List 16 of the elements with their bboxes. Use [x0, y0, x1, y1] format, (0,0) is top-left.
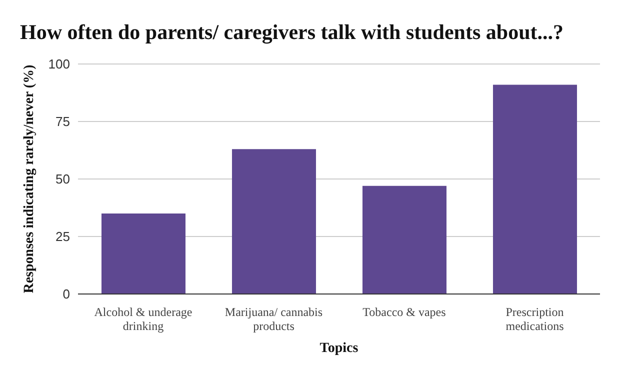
x-tick-label: Alcohol & underage drinking	[94, 305, 192, 333]
bar	[492, 84, 577, 294]
x-axis-title: Topics	[320, 341, 359, 356]
y-tick-label: 0	[62, 286, 70, 302]
y-axis-title: Responses indicating rarely/never (%)	[22, 64, 37, 294]
chart-title: How often do parents/ caregivers talk with students about...?	[20, 20, 564, 45]
bar	[101, 214, 186, 294]
bar	[362, 186, 446, 294]
x-tick-label: Tobacco & vapes	[362, 305, 446, 319]
y-tick-label: 75	[56, 114, 70, 130]
x-tick-label: Prescription medications	[506, 305, 564, 333]
x-tick-label: Marijuana/ cannabis products	[224, 305, 323, 333]
y-tick-label: 50	[56, 172, 70, 187]
y-tick-label: 100	[48, 56, 70, 72]
bar	[232, 149, 316, 294]
y-tick-label: 25	[56, 229, 70, 244]
